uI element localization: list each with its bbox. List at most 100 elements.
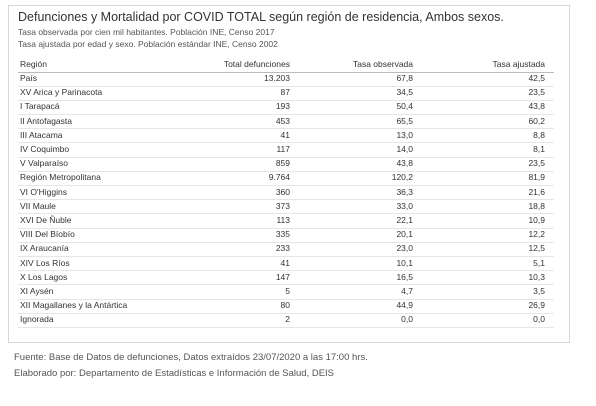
cell-value: 14,0	[396, 144, 413, 154]
row-rule	[18, 85, 554, 87]
cell-value: 44,9	[396, 300, 413, 311]
column-header: Total defunciones	[223, 59, 290, 69]
cell-value: 0,0	[533, 314, 545, 325]
cell-value: 8,8	[533, 129, 545, 140]
cell-value: 50,4	[396, 101, 413, 112]
cell-value: 18,8	[528, 200, 545, 211]
row-rule	[18, 270, 554, 272]
cell-value: 9.764	[268, 172, 290, 183]
row-rule	[18, 227, 554, 229]
cell-value: 335	[275, 229, 290, 240]
cell-value: 117	[276, 144, 290, 154]
cell-value: 2	[285, 314, 290, 325]
row-rule	[18, 327, 554, 328]
row-label: XI Aysén	[20, 286, 54, 296]
cell-value: 13.203	[264, 73, 290, 83]
row-rule	[18, 213, 554, 215]
cell-value: 23,0	[396, 243, 413, 254]
row-label: XIV Los Ríos	[20, 257, 70, 268]
cell-value: 120,2	[391, 172, 413, 183]
cell-value: 4,7	[401, 286, 413, 296]
cell-value: 26,9	[528, 300, 545, 311]
cell-value: 193	[275, 101, 290, 112]
title: Defunciones y Mortalidad por COVID TOTAL…	[18, 10, 504, 24]
row-label: II Antofagasta	[20, 115, 72, 126]
row-rule	[18, 156, 554, 158]
row-label: IX Araucanía	[20, 243, 69, 254]
cell-value: 12,5	[528, 243, 545, 254]
row-label: VIII Del Bíobío	[20, 229, 75, 240]
cell-value: 33,0	[396, 200, 413, 211]
cell-value: 12,2	[528, 229, 545, 240]
cell-value: 21,6	[528, 186, 545, 197]
row-rule	[18, 298, 554, 300]
row-label: VI O'Higgins	[20, 186, 67, 197]
row-label: XV Arica y Parinacota	[20, 87, 103, 98]
cell-value: 60,2	[528, 115, 545, 126]
row-label: País	[20, 73, 38, 83]
row-label: I Tarapacá	[20, 101, 60, 112]
cell-value: 147	[275, 271, 290, 282]
row-rule	[18, 170, 554, 172]
cell-value: 360	[275, 186, 290, 197]
cell-value: 5	[285, 286, 290, 296]
cell-value: 13,0	[396, 129, 413, 140]
cell-value: 859	[275, 158, 290, 169]
cell-value: 43,8	[396, 158, 413, 169]
row-rule	[18, 99, 554, 101]
cell-value: 43,8	[528, 101, 545, 112]
cell-value: 23,5	[528, 158, 545, 169]
cell-value: 3,5	[533, 286, 545, 296]
cell-value: 453	[275, 115, 290, 126]
row-label: XII Magallanes y la Antártica	[20, 300, 128, 311]
row-rule	[18, 199, 554, 201]
cell-value: 42,5	[528, 73, 545, 83]
row-label: Región Metropolitana	[20, 172, 101, 183]
cell-value: 20,1	[396, 229, 413, 240]
cell-value: 81,9	[528, 172, 545, 183]
cell-value: 67,8	[396, 73, 413, 83]
cell-value: 233	[275, 243, 290, 254]
row-rule	[18, 142, 554, 144]
cell-value: 16,5	[396, 271, 413, 282]
cell-value: 373	[275, 200, 290, 211]
row-label: Ignorada	[20, 314, 54, 325]
cell-value: 65,5	[396, 115, 413, 126]
row-rule	[18, 284, 554, 286]
cell-value: 41	[280, 129, 290, 140]
column-header: Tasa observada	[352, 59, 413, 69]
cell-value: 41	[280, 257, 290, 268]
row-rule	[18, 128, 554, 130]
cell-value: 0,0	[401, 314, 413, 325]
cell-value: 34,5	[396, 87, 413, 98]
column-header: Región	[20, 59, 47, 69]
cell-value: 5,1	[533, 257, 545, 268]
row-label: X Los Lagos	[20, 271, 68, 282]
column-header: Tasa ajustada	[492, 59, 545, 69]
cell-value: 80	[280, 300, 290, 311]
row-label: VII Maule	[20, 200, 56, 211]
table-frame	[8, 5, 570, 343]
row-rule	[18, 312, 554, 314]
subtitle: Tasa observada por cien mil habitantes. …	[18, 27, 275, 37]
footer-note: Fuente: Base de Datos de defunciones, Da…	[14, 352, 368, 363]
row-label: XVI De Ñuble	[20, 215, 72, 225]
cell-value: 10,9	[528, 215, 545, 225]
cell-value: 8,1	[533, 144, 545, 154]
cell-value: 36,3	[396, 186, 413, 197]
subtitle: Tasa ajustada por edad y sexo. Población…	[18, 39, 278, 49]
cell-value: 22,1	[396, 215, 413, 225]
cell-value: 10,3	[528, 271, 545, 282]
cell-value: 23,5	[528, 87, 545, 98]
row-rule	[18, 114, 554, 115]
footer-note: Elaborado por: Departamento de Estadísti…	[14, 368, 335, 379]
row-label: III Atacama	[20, 129, 63, 140]
header-rule	[18, 72, 554, 73]
row-label: IV Coquimbo	[20, 144, 70, 154]
row-rule	[18, 185, 554, 186]
cell-value: 10,1	[396, 257, 413, 268]
cell-value: 113	[276, 215, 290, 225]
row-rule	[18, 241, 554, 243]
row-label: V Valparaíso	[20, 158, 69, 169]
